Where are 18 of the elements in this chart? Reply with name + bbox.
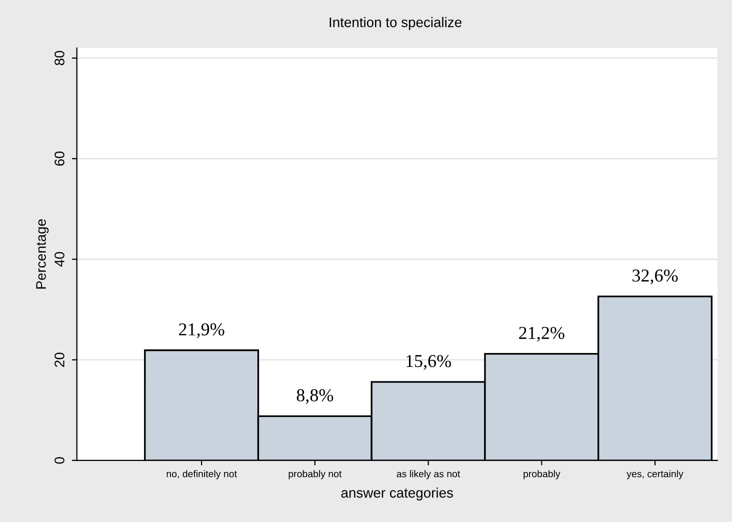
data-label: 15,6%	[406, 354, 451, 370]
y-tick-label: 0	[54, 457, 64, 464]
x-tick-label: probably	[524, 470, 560, 480]
data-label: 32,6%	[632, 269, 678, 284]
x-tick-label: probably not	[288, 470, 342, 480]
x-tick-label: no, definitely not	[166, 470, 237, 480]
x-tick-label: yes, certainly	[626, 470, 684, 480]
x-axis-title: answer categories	[341, 488, 453, 500]
y-tick-label: 20	[54, 352, 64, 367]
y-axis-title: Percentage	[36, 219, 49, 289]
data-label: 21,9%	[179, 323, 224, 338]
y-tick-label: 80	[54, 50, 64, 66]
y-tick-label: 40	[54, 252, 64, 267]
data-label: 21,2%	[519, 326, 564, 342]
chart-title: Intention to specialize	[330, 17, 462, 30]
x-tick-label: as likely as not	[396, 470, 460, 480]
data-label: 8,8%	[296, 389, 334, 404]
y-tick-label: 60	[54, 151, 64, 166]
